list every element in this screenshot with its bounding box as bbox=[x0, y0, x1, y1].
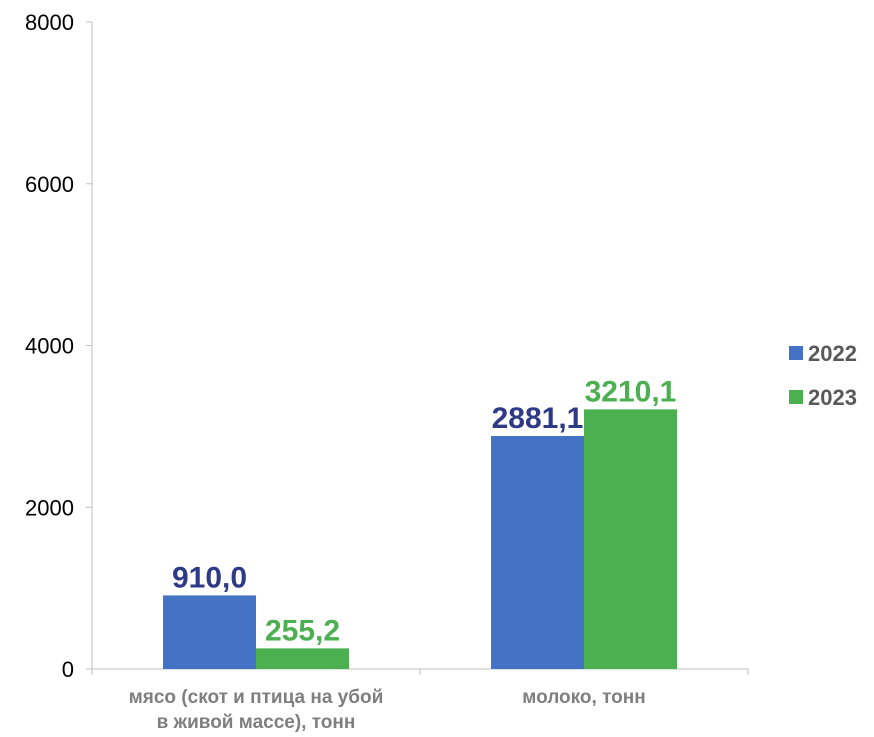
category-label: мясо (скот и птица на убой bbox=[129, 687, 384, 708]
y-tick-label: 8000 bbox=[25, 10, 74, 35]
bar-2023 bbox=[584, 409, 677, 669]
category-label: в живой массе), тонн bbox=[157, 712, 356, 733]
y-tick-label: 4000 bbox=[25, 334, 74, 359]
y-axis: 0 2000 4000 6000 8000 bbox=[25, 10, 93, 682]
bar-2023 bbox=[256, 648, 349, 669]
data-label: 255,2 bbox=[265, 614, 340, 647]
legend-swatch bbox=[789, 390, 803, 404]
legend-label: 2023 bbox=[808, 385, 857, 410]
legend-swatch bbox=[789, 346, 803, 360]
y-tick-label: 6000 bbox=[25, 172, 74, 197]
legend-label: 2022 bbox=[808, 341, 857, 366]
bar-2022 bbox=[163, 595, 256, 669]
y-tick-label: 2000 bbox=[25, 495, 74, 520]
bars bbox=[163, 409, 677, 669]
legend: 2022 2023 bbox=[789, 341, 857, 410]
data-label: 2881,1 bbox=[492, 402, 584, 435]
data-label: 910,0 bbox=[172, 561, 247, 594]
data-labels: 910,0 2881,1 255,2 3210,1 bbox=[172, 375, 676, 647]
data-label: 3210,1 bbox=[585, 375, 677, 408]
x-axis: мясо (скот и птица на убой в живой массе)… bbox=[91, 668, 749, 733]
bar-2022 bbox=[491, 435, 584, 669]
category-label: молоко, тонн bbox=[522, 687, 645, 708]
y-tick-label: 0 bbox=[62, 657, 74, 682]
